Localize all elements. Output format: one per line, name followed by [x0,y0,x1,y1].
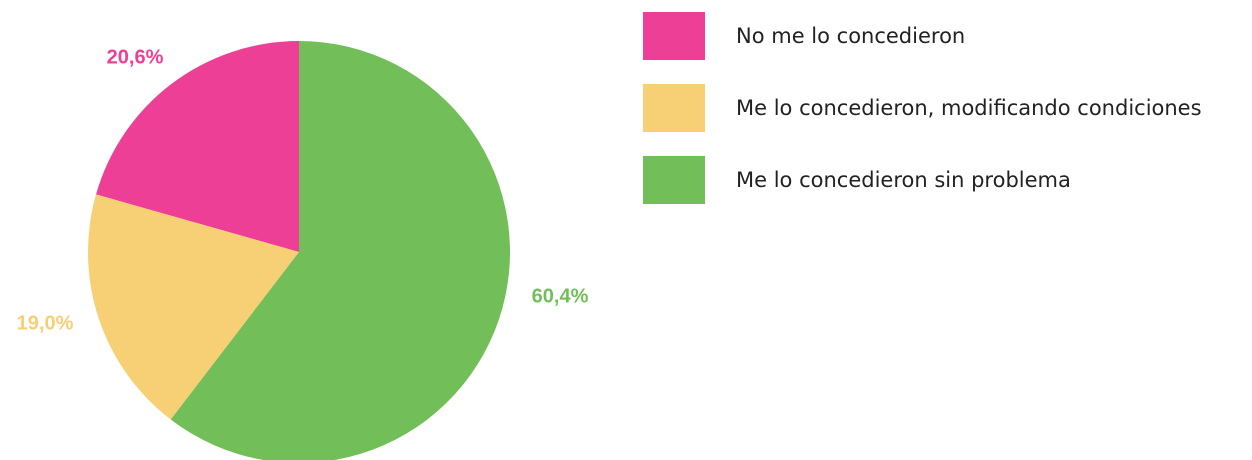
legend-label: Me lo concedieron, modificando condicion… [736,96,1202,120]
pie-slice [87,194,299,420]
legend-swatch [643,84,705,132]
pie-slice [96,41,299,252]
legend-swatch [643,156,705,204]
value-label: 60,4% [532,285,589,307]
legend-swatch [643,12,705,60]
pie-slice [170,41,510,460]
value-label: 19,0% [17,312,74,334]
legend-label: No me lo concedieron [736,24,965,48]
legend-label: Me lo concedieron sin problema [736,168,1071,192]
value-label: 20,6% [107,46,164,68]
